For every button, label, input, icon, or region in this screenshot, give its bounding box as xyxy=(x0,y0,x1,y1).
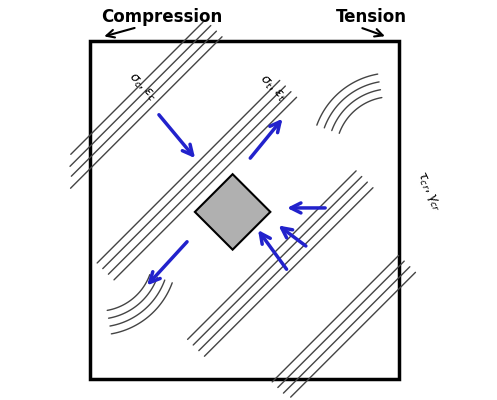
Text: Tension: Tension xyxy=(336,8,407,26)
Polygon shape xyxy=(195,174,270,250)
Text: Compression: Compression xyxy=(101,8,223,26)
Text: $\sigma_t, \varepsilon_t$: $\sigma_t, \varepsilon_t$ xyxy=(256,73,289,105)
Text: $\sigma_c, \varepsilon_c$: $\sigma_c, \varepsilon_c$ xyxy=(125,71,159,105)
Text: $\tau_{cr}, \gamma_{cr}$: $\tau_{cr}, \gamma_{cr}$ xyxy=(414,170,444,215)
